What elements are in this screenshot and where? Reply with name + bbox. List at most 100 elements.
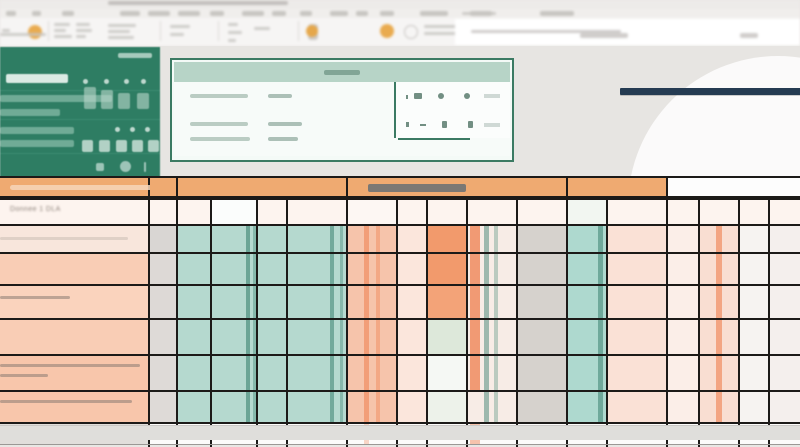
data-cell-mixed[interactable]	[428, 286, 468, 318]
data-cell-mixed[interactable]	[428, 226, 468, 286]
sort-filter-icon[interactable]	[404, 25, 418, 39]
card-row-1-actions[interactable]	[394, 82, 510, 111]
green-panel-chip-5[interactable]	[148, 140, 159, 152]
card-row-1-icon-3[interactable]	[438, 93, 444, 99]
tab-draw[interactable]	[120, 11, 140, 16]
ribbon-toolbar[interactable]	[0, 0, 800, 46]
tab-help[interactable]	[300, 11, 312, 16]
data-cell-right-d[interactable]	[770, 226, 800, 424]
tab-layout[interactable]	[148, 11, 170, 16]
table-row[interactable]: Donnee 1 DLA	[0, 198, 800, 224]
tab-data[interactable]	[210, 11, 224, 16]
grid-vline	[738, 198, 740, 447]
data-cell-gray[interactable]	[518, 226, 568, 424]
table-row[interactable]	[0, 392, 150, 424]
tab-review[interactable]	[242, 11, 264, 16]
card-row-2-icon-3[interactable]	[442, 121, 447, 128]
ribbon-group-number[interactable]	[170, 20, 210, 44]
table-row[interactable]	[0, 356, 150, 390]
table-header-cell-3[interactable]	[178, 176, 348, 198]
tab-extra-2[interactable]	[356, 11, 368, 16]
green-panel-footer-icon-1[interactable]	[96, 163, 104, 171]
table-header-cell-4[interactable]	[348, 176, 568, 198]
data-cell-mixed[interactable]	[428, 320, 468, 354]
row-index-cell[interactable]	[150, 356, 178, 390]
card-row-1-icon-1[interactable]	[406, 95, 408, 99]
green-panel-footer-icon-3[interactable]	[144, 162, 146, 172]
table-header-row[interactable]	[0, 176, 800, 198]
data-cell-right-c[interactable]	[740, 226, 770, 424]
row-index-cell[interactable]	[150, 286, 178, 318]
tab-formulas[interactable]	[178, 11, 200, 16]
table-header-cell-1[interactable]	[0, 176, 160, 198]
row-text-line	[0, 374, 48, 377]
grid-vline	[516, 198, 518, 447]
card-row-2-icon-1[interactable]	[406, 122, 409, 127]
table-row[interactable]	[0, 254, 150, 284]
ribbon-group-styles[interactable]	[228, 20, 286, 44]
table-header-cell-6[interactable]	[668, 176, 800, 198]
data-table[interactable]: Donnee 1 DLA	[0, 176, 800, 447]
green-panel-chip-2[interactable]	[99, 140, 110, 152]
tab-extra-3[interactable]	[380, 11, 394, 16]
card-row-1-icon-4[interactable]	[464, 93, 470, 99]
teal-streak-2	[253, 226, 256, 424]
tab-extra-6[interactable]	[540, 11, 574, 16]
ribbon-group-editing[interactable]	[380, 20, 494, 44]
card-row-1-icon-2[interactable]	[414, 93, 422, 99]
grid-hline	[0, 318, 800, 320]
ribbon-group-clipboard[interactable]	[2, 20, 42, 44]
card-row-2-icon-2[interactable]	[420, 124, 426, 126]
share-button[interactable]	[740, 33, 758, 38]
ribbon-group-alignment[interactable]	[108, 20, 152, 44]
green-panel-dot-5	[115, 127, 120, 132]
addins-icon[interactable]	[306, 25, 318, 37]
ribbon-group-addins[interactable]	[306, 20, 326, 44]
tab-extra-4[interactable]	[420, 11, 448, 16]
row-index-cell[interactable]	[150, 254, 178, 284]
data-cell-right-a[interactable]	[668, 226, 700, 424]
row-index-cell[interactable]	[150, 320, 178, 354]
row1-col-teal-a[interactable]	[212, 198, 258, 224]
table-row[interactable]	[0, 320, 150, 354]
card-row-1-value	[268, 94, 292, 98]
green-panel-chip-3[interactable]	[116, 140, 127, 152]
autosum-icon[interactable]	[380, 24, 394, 38]
card-row-2-icon-4[interactable]	[468, 121, 473, 128]
tab-insert[interactable]	[62, 11, 74, 16]
ribbon-group-font[interactable]	[54, 20, 102, 44]
tab-extra-1[interactable]	[330, 11, 348, 16]
search-input[interactable]	[455, 19, 800, 45]
green-panel-chip-1[interactable]	[82, 140, 93, 152]
table-row[interactable]	[0, 286, 150, 318]
table-header-cell-2[interactable]	[150, 176, 178, 198]
table-cell-note: Donnee 1 DLA	[10, 206, 61, 213]
grid-hline	[0, 252, 800, 254]
card-row-2[interactable]	[174, 111, 510, 156]
green-panel-chip-4[interactable]	[132, 140, 143, 152]
row1-col-green-a[interactable]	[568, 198, 608, 224]
card-row-1[interactable]	[174, 82, 510, 113]
details-card[interactable]	[170, 58, 514, 162]
green-panel-footer-icon-2[interactable]	[120, 161, 131, 172]
font-line-4	[76, 23, 90, 26]
comments-button[interactable]	[580, 33, 628, 38]
tab-home[interactable]	[32, 11, 41, 16]
data-cell-salmon[interactable]	[348, 226, 398, 424]
card-row-2-actions[interactable]	[394, 111, 510, 138]
tab-file[interactable]	[6, 11, 16, 16]
ribbon-tab-row[interactable]	[0, 10, 800, 18]
data-cell-pale[interactable]	[398, 226, 428, 424]
table-header-cell-5[interactable]	[568, 176, 668, 198]
data-cell-mixed[interactable]	[428, 392, 468, 424]
green-summary-panel[interactable]	[0, 47, 160, 177]
title-bar	[0, 0, 800, 9]
paste-icon[interactable]	[28, 25, 42, 39]
data-cell-pink[interactable]	[608, 226, 668, 424]
row-index-cell[interactable]	[150, 392, 178, 424]
data-cell-mixed[interactable]	[428, 356, 468, 390]
row-index-cell[interactable]	[150, 226, 178, 252]
data-cell-teal[interactable]	[178, 226, 348, 424]
row1-col-salmon-a[interactable]	[348, 198, 398, 224]
tab-view[interactable]	[272, 11, 286, 16]
